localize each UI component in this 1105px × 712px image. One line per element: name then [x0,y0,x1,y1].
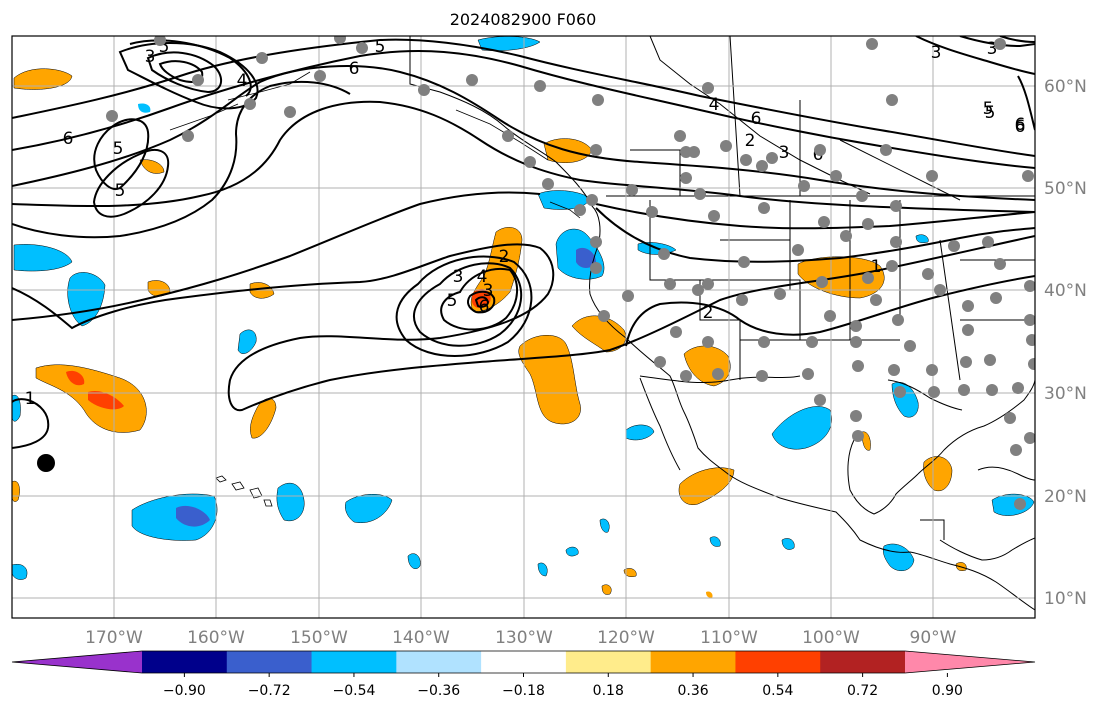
contour-label: 5 [115,181,126,201]
colorbar-segment [481,651,567,673]
colorbar-segment [396,651,482,673]
contour-label: 6 [349,59,360,79]
lat-label: 30°N [1044,384,1087,404]
lat-label: 40°N [1044,281,1087,301]
contour-label: 4 [237,71,248,91]
lon-label: 100°W [802,628,860,648]
contour-label: 3 [483,281,494,301]
map-area: 6 5 5 6 5 5 4 3 6 6 4 3 6 2 3 5 3 2 3 4 … [12,36,1035,618]
contour-label: 5 [113,139,124,159]
latitude-labels: 60°N 50°N 40°N 30°N 20°N 10°N [1044,77,1087,609]
colorbar-segment [650,651,736,673]
colorbar-tick-label: −0.54 [332,683,376,699]
map-frame [11,35,1036,619]
colorbar-segment [565,651,652,673]
colorbar-tick-label: 0.18 [592,683,624,699]
contour-label: 5 [985,103,996,123]
colorbar-tick-label: −0.90 [162,683,206,699]
shaded-fields [12,36,1035,598]
contour-label: 6 [479,297,490,317]
lat-label: 10°N [1044,589,1087,609]
contour-label: 6 [63,129,74,149]
contour-label: 3 [779,143,790,163]
lat-label: 60°N [1044,77,1087,97]
contour-label: 2 [745,131,756,151]
lon-label: 150°W [290,628,348,648]
contour-labels: 6 5 5 6 5 5 4 3 6 6 4 3 6 2 3 5 3 2 3 4 … [25,37,1026,409]
colorbar-segment [311,651,397,673]
contour-label: 3 [453,267,464,287]
contour-label: 3 [145,47,156,67]
colorbar-tick-label: 0.54 [762,683,794,699]
colorbar-tick-label: 0.72 [847,683,879,699]
colorbar-segment [905,651,1035,673]
contour-label: 6 [1015,115,1026,135]
station-dots [106,36,1035,510]
contour-label: 5 [447,291,458,311]
contour-label: 5 [159,37,170,57]
contour-label: 4 [709,95,720,115]
map-title: 2024082900 F060 [449,10,597,29]
lon-label: 130°W [495,628,553,648]
contour-label: 5 [375,37,386,57]
lon-label: 160°W [187,628,245,648]
contour-label: 5 [983,99,994,119]
lat-label: 20°N [1044,487,1087,507]
contour-label: 2 [499,247,510,267]
longitude-labels: 170°W 160°W 150°W 140°W 130°W 120°W 110°… [85,628,957,648]
lat-label: 50°N [1044,179,1087,199]
colorbar-segment [820,651,906,673]
lon-label: 170°W [85,628,143,648]
colorbar-segment [735,651,821,673]
contour-label: 4 [477,267,488,287]
contour-label: 1 [871,257,882,277]
colorbar-segment [12,651,142,673]
contour-label: 6 [751,109,762,129]
colorbar [11,650,1036,677]
lon-label: 140°W [392,628,450,648]
location-marker [37,454,55,472]
colorbar-tick-label: −0.72 [247,683,291,699]
colorbar-tick-label: −0.18 [502,683,545,699]
colorbar-tick-label: 0.90 [931,683,963,699]
lon-label: 110°W [700,628,758,648]
colorbar-tick-label: −0.36 [417,683,461,699]
lon-label: 90°W [910,628,957,648]
lon-label: 120°W [597,628,655,648]
contour-label: 3 [987,39,998,59]
colorbar-tick-label: 0.36 [677,683,709,699]
colorbar-segment [226,651,313,673]
contour-label: 2 [703,303,714,323]
contour-label: 1 [25,389,36,409]
contour-label: 6 [1015,117,1026,137]
contour-label: 3 [931,43,942,63]
colorbar-segment [142,651,228,673]
